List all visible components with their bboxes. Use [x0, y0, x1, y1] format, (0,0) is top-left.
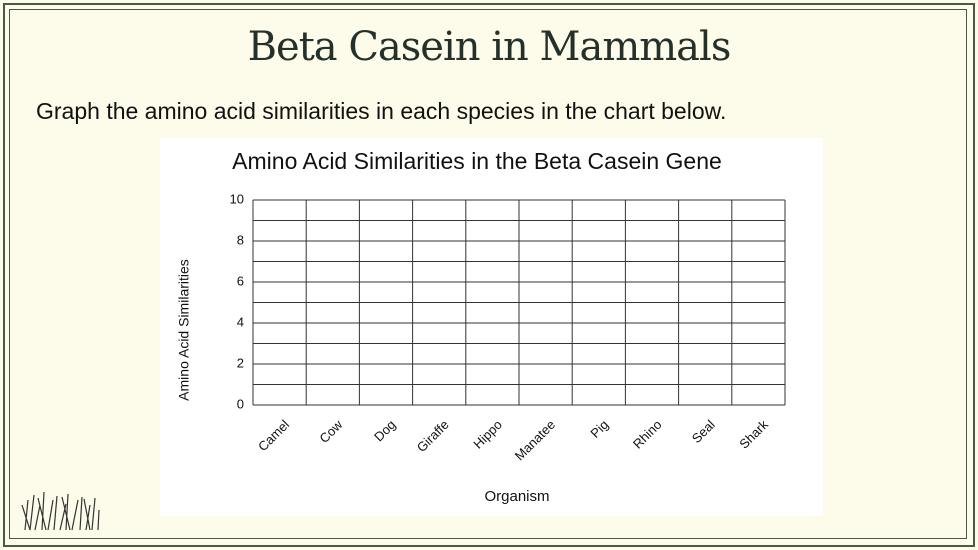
chart-title: Amino Acid Similarities in the Beta Case… — [232, 148, 722, 174]
grass-icon — [21, 491, 100, 531]
outer-border — [3, 3, 975, 547]
x-axis-title: Organism — [484, 488, 549, 505]
y-tick-label: 0 — [237, 396, 244, 411]
y-tick-label: 6 — [237, 273, 244, 288]
y-tick-label: 2 — [237, 355, 244, 370]
y-tick-label: 10 — [230, 191, 244, 206]
y-axis-title: Amino Acid Similarities — [176, 259, 192, 401]
y-tick-label: 8 — [237, 232, 244, 247]
inner-border — [9, 9, 967, 539]
chart-background — [160, 138, 823, 516]
instruction: Graph the amino acid similarities in eac… — [36, 98, 727, 124]
y-tick-label: 4 — [237, 314, 244, 329]
slide-title: Beta Casein in Mammals — [247, 24, 732, 70]
